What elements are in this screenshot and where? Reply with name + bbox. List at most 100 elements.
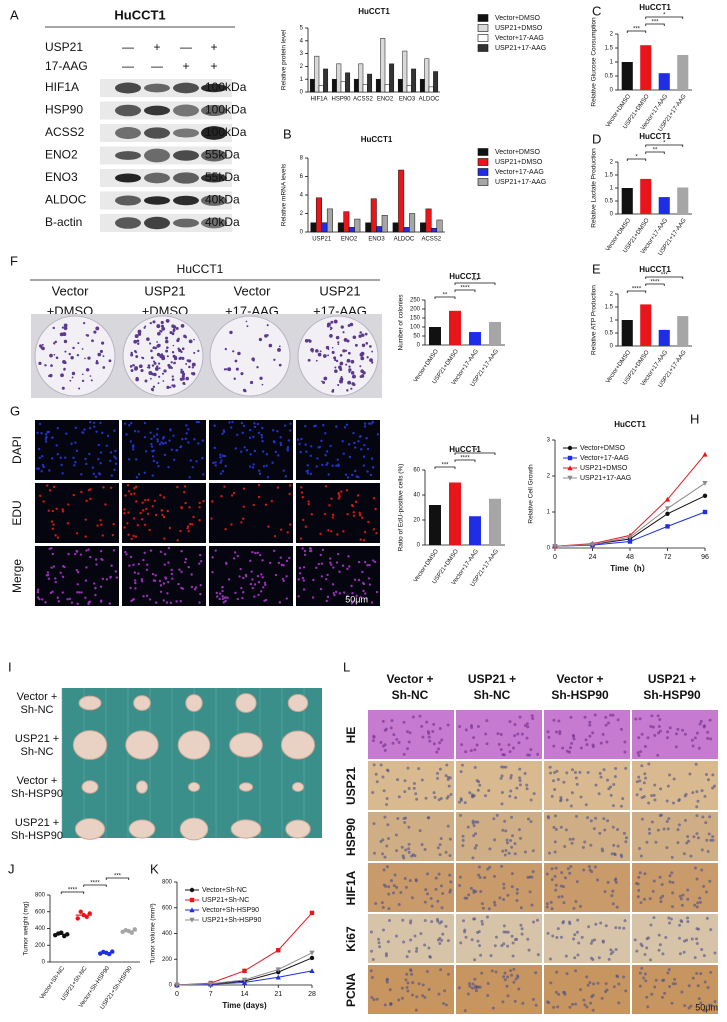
cell: [506, 944, 510, 948]
blot-band: [144, 127, 170, 139]
nucleus: [97, 472, 101, 475]
nucleus: [297, 578, 300, 581]
nucleus: [55, 444, 58, 447]
cell: [400, 996, 404, 1000]
row-label: Vector +: [17, 691, 58, 703]
nucleus: [145, 594, 149, 598]
cell: [681, 893, 685, 897]
cell: [582, 868, 586, 872]
legend-swatch: [477, 34, 489, 42]
colony-dot: [315, 349, 319, 353]
cell: [411, 715, 415, 719]
cell: [464, 935, 468, 939]
cell: [493, 900, 497, 904]
cell: [549, 900, 553, 904]
cell: [402, 720, 406, 724]
nucleus: [300, 491, 304, 494]
cell: [497, 742, 501, 746]
colony-dot: [317, 352, 322, 357]
cell: [580, 935, 584, 939]
nucleus: [321, 463, 324, 467]
cell: [683, 1004, 687, 1008]
cell: [372, 851, 376, 855]
colony-dot: [160, 320, 164, 325]
nucleus: [99, 519, 102, 522]
nucleus: [310, 445, 313, 448]
cell: [674, 732, 678, 736]
cell: [691, 791, 695, 795]
bar: [677, 187, 689, 214]
colony-dot: [143, 326, 146, 329]
nucleus: [100, 523, 103, 526]
cell: [593, 865, 597, 869]
cell: [502, 886, 506, 890]
bar: [314, 55, 320, 93]
bar: [392, 222, 399, 233]
cell: [657, 948, 661, 952]
nucleus: [316, 457, 319, 460]
nucleus: [52, 485, 56, 489]
nucleus: [44, 440, 48, 443]
cell: [396, 816, 400, 820]
nucleus: [197, 420, 200, 424]
cell: [611, 825, 615, 829]
significance-label: ***: [441, 463, 449, 469]
colony-dot: [347, 324, 351, 328]
bar: [370, 198, 377, 233]
nucleus: [97, 443, 100, 447]
cell: [370, 949, 374, 953]
nucleus: [111, 533, 115, 537]
cell: [546, 816, 550, 820]
nucleus: [109, 576, 112, 579]
row-label: HSP90: [344, 818, 358, 856]
cell: [403, 790, 407, 794]
cell: [406, 747, 410, 751]
significance-bracket: [626, 290, 647, 293]
bar: [310, 222, 317, 233]
y-axis-label: Relative Cell Growth: [528, 464, 535, 524]
cell: [619, 804, 623, 808]
colony-dot: [188, 339, 193, 344]
nucleus: [284, 475, 288, 478]
cell: [370, 976, 374, 980]
cell: [616, 975, 620, 979]
nucleus: [110, 564, 113, 567]
nucleus: [330, 497, 333, 500]
cell: [639, 787, 643, 791]
colony-dot: [352, 383, 356, 387]
cell: [419, 932, 423, 936]
nucleus: [372, 497, 376, 500]
y-tick-label: 4: [300, 38, 304, 44]
cell: [693, 736, 697, 740]
nucleus: [354, 469, 357, 473]
nucleus: [67, 552, 70, 556]
nucleus: [211, 571, 214, 574]
dot: [132, 927, 137, 932]
tumor: [229, 732, 263, 758]
ihc-image: [456, 863, 542, 912]
panel-letter: E: [592, 261, 601, 276]
nucleus: [338, 570, 341, 573]
nucleus: [233, 551, 237, 554]
nucleus: [37, 447, 41, 451]
nucleus: [329, 444, 332, 448]
colony-dot: [237, 351, 241, 356]
cell: [619, 727, 623, 731]
colony-dot: [350, 371, 355, 375]
nucleus: [363, 443, 366, 447]
nucleus: [156, 438, 159, 441]
cell: [693, 903, 697, 907]
nucleus: [143, 435, 147, 439]
cell: [392, 891, 396, 895]
y-tick-label: 200: [410, 307, 421, 313]
point: [664, 506, 671, 512]
legend-swatch: [477, 168, 489, 176]
cell: [437, 798, 441, 802]
panel-letter: J: [8, 861, 15, 876]
colony-dot: [39, 344, 43, 348]
chart-title: HuCCT1: [449, 272, 481, 281]
cell: [405, 985, 409, 989]
x-tick-label: ENO3: [399, 97, 416, 103]
colony-dot: [60, 373, 64, 378]
y-tick-label: 0: [42, 960, 46, 966]
